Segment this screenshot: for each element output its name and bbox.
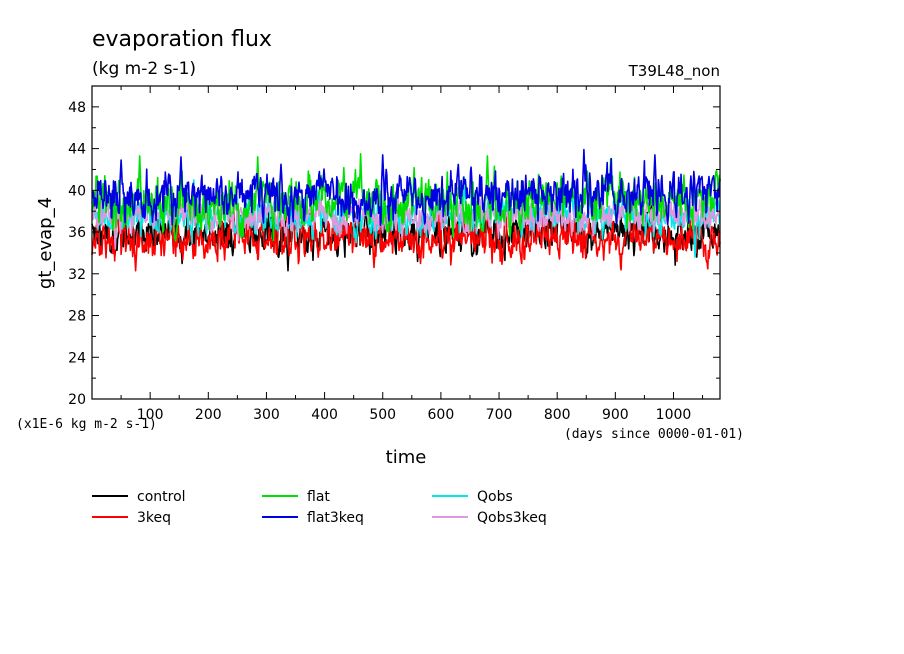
y-tick-label: 40	[68, 183, 86, 199]
x-tick-label: 900	[602, 407, 629, 423]
legend-label-3keq: 3keq	[137, 510, 171, 526]
y-tick-label: 20	[68, 392, 86, 408]
legend-label-flat3keq: flat3keq	[307, 510, 364, 526]
x-tick-label: 300	[253, 407, 280, 423]
x-axis-ticks: 100 200 300 400 500 600 700 800 900 1000	[120, 86, 704, 423]
chart-subtitle: (kg m-2 s-1)	[92, 59, 196, 79]
y-tick-label: 32	[68, 267, 86, 283]
plot-frame	[91, 85, 721, 400]
legend-label-flat: flat	[307, 489, 330, 505]
y-unit-note: (x1E-6 kg m-2 s-1)	[16, 417, 157, 432]
series-line-flat3keq	[91, 148, 721, 226]
y-tick-label: 28	[68, 309, 86, 325]
y-axis-ticks: 20 24 28 32 36 40 44 48	[68, 100, 720, 408]
x-tick-label: 500	[369, 407, 396, 423]
y-tick-label: 24	[68, 350, 86, 366]
legend: control 3keq flat flat3keq Qobs Qobs3keq	[92, 489, 547, 526]
legend-label-control: control	[137, 489, 186, 505]
y-tick-label: 44	[68, 142, 86, 158]
run-label: T39L48_non	[628, 62, 720, 81]
y-axis-label: gt_evap_4	[35, 197, 56, 289]
x-axis-label: time	[386, 447, 427, 468]
x-tick-label: 800	[544, 407, 571, 423]
x-tick-label: 1000	[656, 407, 692, 423]
x-tick-label: 700	[486, 407, 513, 423]
y-tick-label: 48	[68, 100, 86, 116]
x-tick-label: 100	[137, 407, 164, 423]
x-tick-label: 600	[428, 407, 455, 423]
legend-label-qobs: Qobs	[477, 489, 513, 505]
x-tick-label: 400	[311, 407, 338, 423]
legend-label-qobs3keq: Qobs3keq	[477, 510, 547, 526]
chart-title: evaporation flux	[92, 27, 272, 52]
plot-lines	[91, 148, 721, 272]
x-unit-note: (days since 0000-01-01)	[564, 427, 744, 442]
y-tick-label: 36	[68, 225, 86, 241]
x-tick-label: 200	[195, 407, 222, 423]
